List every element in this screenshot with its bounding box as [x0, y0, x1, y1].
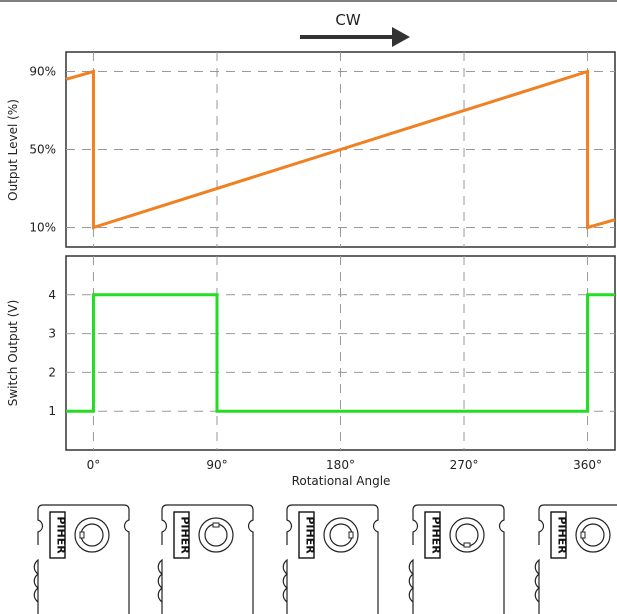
x-tick-label: 180° — [326, 458, 355, 472]
cw-arrow-icon — [392, 27, 410, 47]
output-level-panel: 10% 50% 90% Output Level (%) — [6, 51, 616, 248]
brand-label-box — [424, 511, 441, 559]
brand-label: PIHER — [304, 516, 317, 554]
potentiometer-row: PIHER PIHER PIHER PIHER PIHER — [33, 504, 617, 614]
potentiometer-body — [534, 504, 617, 614]
y-tick-label: 10% — [29, 221, 56, 235]
rotor-notch — [463, 542, 471, 548]
brand-label-box — [49, 511, 66, 559]
brand-label-box — [298, 511, 315, 559]
brand-label-box — [173, 511, 190, 559]
brand-label: PIHER — [430, 516, 443, 554]
output-level-y-axis-title: Output Level (%) — [6, 99, 20, 201]
y-tick-label: 1 — [48, 404, 56, 418]
x-tick-label: 0° — [87, 458, 101, 472]
potentiometer-0: PIHER — [33, 504, 130, 614]
potentiometer-90: PIHER — [157, 504, 254, 614]
x-axis-title: Rotational Angle — [292, 474, 391, 488]
cw-direction-indicator: CW — [300, 11, 410, 47]
rotor-notch — [348, 531, 354, 539]
switch-output-grid — [66, 256, 615, 450]
potentiometer-180: PIHER — [282, 504, 379, 614]
x-tick-label: 90° — [206, 458, 227, 472]
potentiometer-270: PIHER — [408, 504, 505, 614]
switch-output-y-axis-title: Switch Output (V) — [6, 300, 20, 407]
rotor-notch — [212, 522, 220, 528]
cw-label: CW — [335, 11, 360, 29]
brand-label: PIHER — [55, 516, 68, 554]
brand-label: PIHER — [179, 516, 192, 554]
y-tick-label: 3 — [48, 327, 56, 341]
switch-output-y-ticks: 1 2 3 4 — [48, 288, 56, 418]
switch-output-panel: 1 2 3 4 Switch Output (V) — [6, 255, 616, 451]
brand-label-box — [550, 511, 567, 559]
output-level-y-ticks: 10% 50% 90% — [29, 65, 56, 235]
x-tick-label: 360° — [573, 458, 602, 472]
rotor-notch — [580, 531, 586, 539]
brand-label: PIHER — [556, 516, 569, 554]
potentiometer-360: PIHER — [534, 504, 617, 614]
output-level-series-line — [65, 69, 616, 230]
y-tick-label: 90% — [29, 65, 56, 79]
x-tick-label: 270° — [450, 458, 479, 472]
rotor-notch — [79, 531, 85, 539]
y-tick-label: 2 — [48, 365, 56, 379]
x-axis-tick-labels: 0° 90° 180° 270° 360° — [87, 458, 602, 472]
switch-output-series-line — [66, 293, 615, 413]
y-tick-label: 4 — [48, 288, 56, 302]
y-tick-label: 50% — [29, 143, 56, 157]
